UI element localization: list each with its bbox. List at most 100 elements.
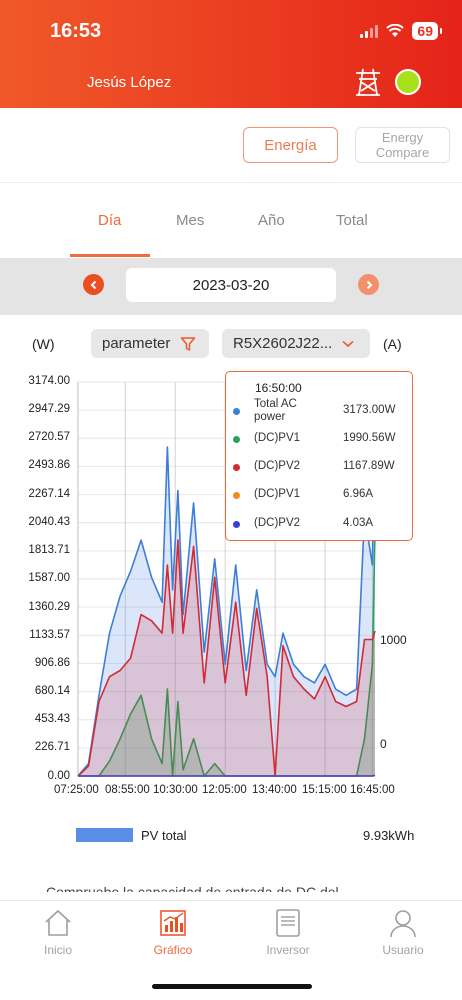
tooltip-label: (DC)PV1	[254, 488, 301, 500]
user-icon	[390, 910, 416, 938]
y-tick-label: 453.43	[34, 713, 70, 725]
nav-inicio[interactable]: Inicio	[18, 907, 98, 957]
home-icon	[45, 909, 71, 936]
x-tick-label: 15:15:00	[302, 784, 347, 796]
tab-total[interactable]: Total	[336, 212, 368, 229]
app-header: 16:53 69 Jesús López	[0, 0, 462, 108]
nav-label: Usuario	[382, 943, 424, 957]
x-tick-label: 10:30:00	[153, 784, 198, 796]
series-dot	[233, 521, 240, 528]
energy-compare-button[interactable]: Energy Compare	[355, 127, 450, 163]
tooltip-value: 4.03A	[343, 517, 374, 529]
home-indicator	[152, 984, 312, 989]
right-axis-unit: (A)	[383, 336, 402, 352]
tooltip-row: (DC)PV1 6.96A	[233, 488, 411, 502]
series-dot	[233, 464, 240, 471]
pv-total-label: PV total	[141, 828, 187, 843]
x-tick-label: 16:45:00	[350, 784, 395, 796]
date-field[interactable]: 2023-03-20	[126, 268, 336, 302]
y-tick-label: 3174.00	[28, 375, 70, 387]
tab-dia[interactable]: Día	[98, 212, 122, 229]
chart-icon	[160, 910, 186, 936]
energia-button[interactable]: Energía	[243, 127, 338, 163]
y-tick-label: 2720.57	[28, 431, 70, 443]
tooltip-label: Total AC power	[254, 398, 297, 423]
series-pv2-power-line	[77, 539, 376, 777]
user-name: Jesús López	[87, 74, 172, 91]
tooltip-row: (DC)PV2 4.03A	[233, 517, 411, 531]
y-tick-label: 906.86	[34, 657, 70, 669]
nav-label: Inicio	[43, 943, 72, 957]
x-tick-label: 12:05:00	[202, 784, 247, 796]
nav-usuario[interactable]: Usuario	[363, 907, 443, 957]
filter-icon	[181, 336, 196, 351]
status-icons: 69	[360, 22, 442, 40]
tooltip-value: 6.96A	[343, 488, 374, 500]
series-total-ac-power-line	[77, 382, 376, 777]
series-dot	[233, 408, 240, 415]
pv-total-value: 9.93kWh	[363, 828, 415, 843]
nav-label: Gráfico	[153, 943, 193, 957]
next-date-button[interactable]	[358, 274, 379, 295]
y-tick-label: 2947.29	[28, 403, 70, 415]
nav-label: Inversor	[266, 943, 310, 957]
battery-cap	[440, 28, 442, 34]
signal-icon	[360, 24, 379, 38]
x-tick-label: 13:40:00	[252, 784, 297, 796]
device-select[interactable]: R5X2602J22...	[222, 329, 370, 358]
y2-tick-label: 0	[380, 737, 387, 751]
y-tick-label: 226.71	[34, 741, 70, 753]
chevron-right-icon	[366, 280, 372, 289]
parameter-filter-button[interactable]: parameter	[91, 329, 209, 358]
inverter-icon	[276, 909, 300, 937]
chevron-left-icon	[90, 280, 96, 289]
y2-tick-label: 1000	[380, 633, 407, 647]
y-tick-label: 1360.29	[28, 601, 70, 613]
status-time: 16:53	[50, 20, 102, 42]
divider	[0, 182, 462, 183]
nav-inversor[interactable]: Inversor	[248, 907, 328, 957]
tooltip-label: (DC)PV2	[254, 460, 301, 472]
series-dot	[233, 436, 240, 443]
series-total-ac-power-area	[78, 382, 375, 776]
chevron-down-icon	[342, 340, 354, 347]
y-tick-label: 1813.71	[28, 544, 70, 556]
y-tick-label: 1133.57	[29, 629, 70, 641]
info-text: Compruebe la capacidad de entrada de DC …	[46, 884, 339, 892]
tab-ano[interactable]: Año	[258, 212, 285, 229]
device-label: R5X2602J22...	[233, 335, 333, 352]
tooltip-value: 1167.89W	[343, 460, 395, 472]
y-tick-label: 680.14	[34, 685, 70, 697]
pv-total-swatch	[76, 828, 133, 842]
x-tick-label: 08:55:00	[105, 784, 150, 796]
tooltip-row: (DC)PV1 1990.56W	[233, 432, 411, 446]
nav-grafico[interactable]: Gráfico	[133, 907, 213, 957]
chart-tooltip: 16:50:00 Total AC power 3173.00W (DC)PV1…	[225, 371, 413, 541]
tooltip-row: (DC)PV2 1167.89W	[233, 460, 411, 474]
left-axis-unit: (W)	[32, 336, 55, 352]
power-chart[interactable]	[0, 0, 462, 800]
series-pv2-power-area	[78, 540, 375, 776]
tooltip-time: 16:50:00	[255, 381, 302, 395]
wifi-icon	[386, 24, 405, 37]
tooltip-value: 1990.56W	[343, 432, 396, 444]
y-tick-label: 2040.43	[28, 516, 70, 528]
tab-active-underline	[70, 254, 150, 257]
power-tower-icon[interactable]	[353, 67, 383, 97]
tab-mes[interactable]: Mes	[176, 212, 205, 229]
battery-indicator: 69	[412, 22, 438, 40]
y-tick-label: 1587.00	[28, 572, 70, 584]
x-tick-label: 07:25:00	[54, 784, 99, 796]
bottom-navigation: Inicio Gráfico Inversor Usuario	[0, 900, 462, 1000]
parameter-label: parameter	[102, 335, 171, 352]
y-tick-label: 2493.86	[28, 459, 70, 471]
y-tick-label: 0.00	[47, 770, 70, 782]
online-status-dot	[395, 69, 421, 95]
y-tick-label: 2267.14	[28, 488, 70, 500]
tooltip-row: Total AC power 3173.00W	[233, 398, 411, 428]
previous-date-button[interactable]	[83, 274, 104, 295]
series-dot	[233, 492, 240, 499]
series-pv2-current-line	[78, 774, 376, 777]
tooltip-label: (DC)PV1	[254, 432, 301, 444]
tooltip-label: (DC)PV2	[254, 517, 301, 529]
